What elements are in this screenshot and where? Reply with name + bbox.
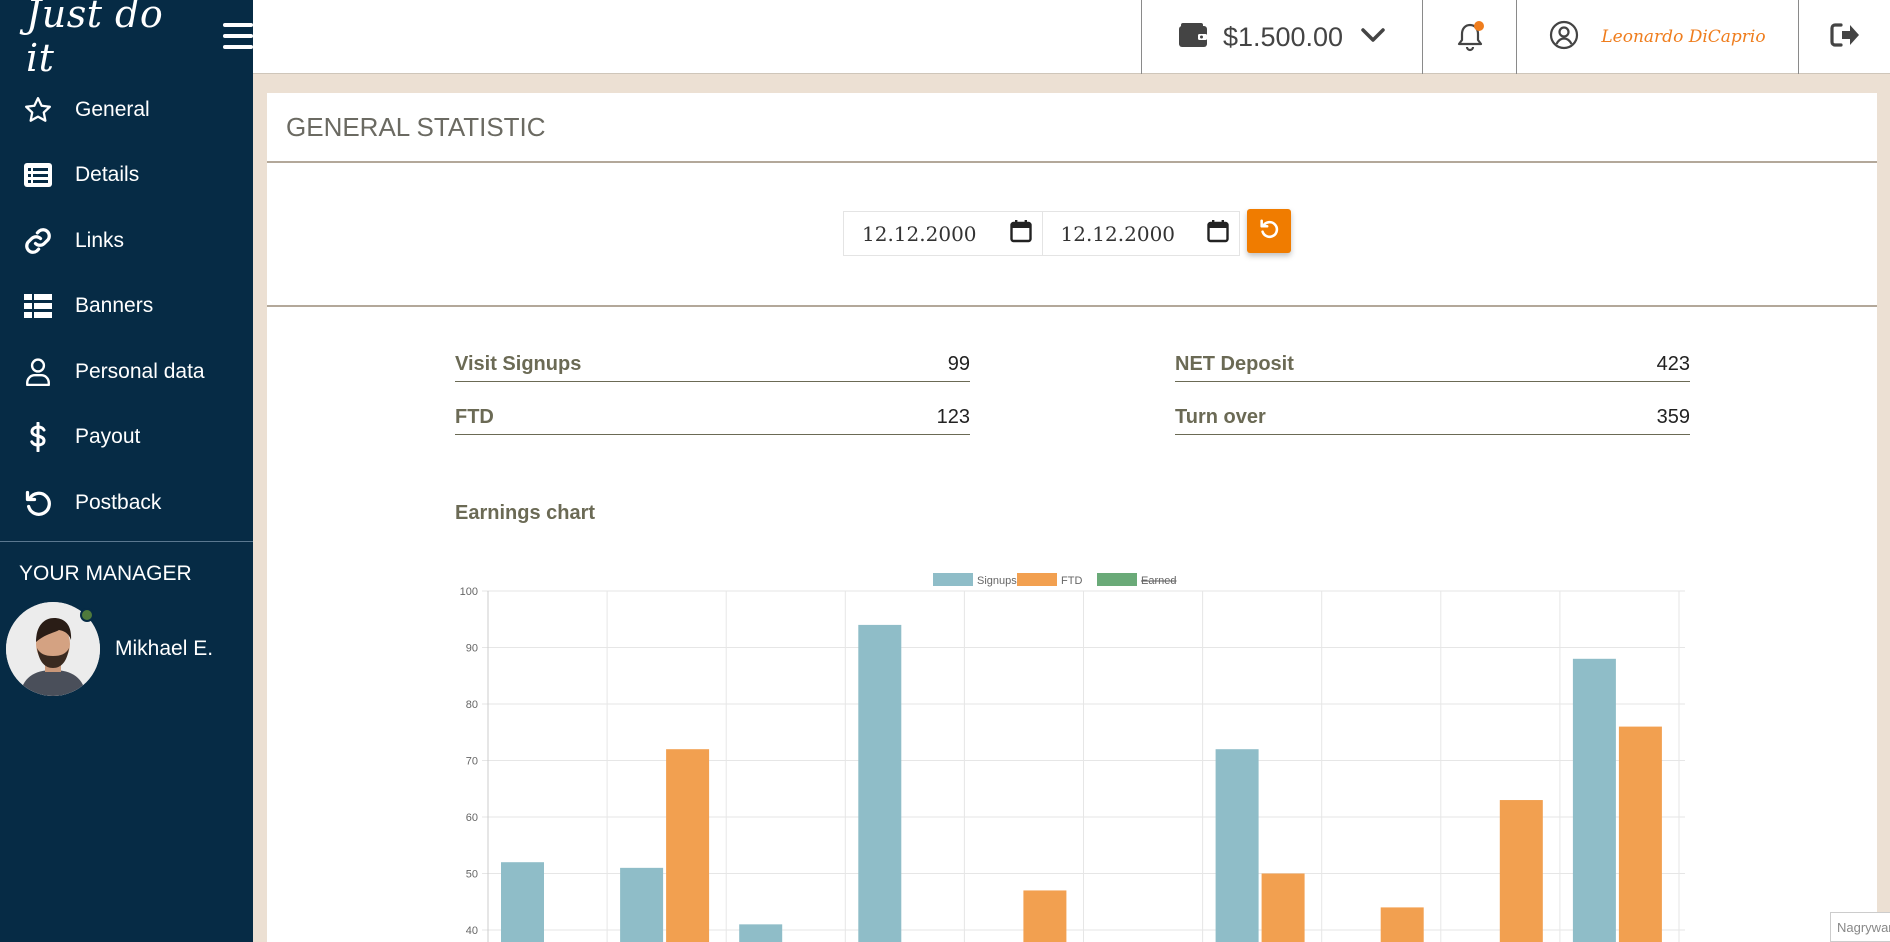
sidebar-item-label: Payout bbox=[75, 425, 141, 449]
sidebar-item-postback[interactable]: Postback bbox=[0, 470, 253, 536]
y-tick-label: 100 bbox=[460, 586, 478, 598]
stat-value: 423 bbox=[1656, 353, 1690, 375]
date-to-value: 12.12.2000 bbox=[1060, 221, 1176, 246]
bar-signups bbox=[1215, 749, 1259, 942]
sidebar-divider bbox=[0, 540, 253, 542]
manager-card[interactable]: Mikhael E. bbox=[0, 586, 253, 696]
sidebar-item-links[interactable]: Links bbox=[0, 208, 253, 274]
sidebar-item-label: General bbox=[75, 97, 150, 121]
bell-icon bbox=[1456, 21, 1484, 52]
top-bar: $1.500.00 Leonardo DiCaprio bbox=[253, 0, 1890, 74]
sidebar-item-label: Links bbox=[75, 228, 125, 252]
refresh-button[interactable] bbox=[1247, 209, 1291, 253]
y-tick-label: 60 bbox=[466, 812, 478, 824]
stat-label: Visit Signups bbox=[455, 353, 582, 375]
brand-logo[interactable]: Just do it bbox=[26, 0, 164, 80]
notification-dot bbox=[1473, 21, 1484, 31]
bar-signups bbox=[858, 624, 902, 942]
bar-ftd bbox=[1380, 907, 1424, 942]
stat-value: 99 bbox=[947, 353, 970, 375]
sidebar-item-general[interactable]: General bbox=[0, 77, 253, 143]
online-status-dot bbox=[80, 607, 94, 622]
user-menu[interactable]: Leonardo DiCaprio bbox=[1516, 0, 1798, 74]
hamburger-menu-icon[interactable] bbox=[223, 23, 253, 49]
chart-title: Earnings chart bbox=[455, 502, 596, 524]
dollar-icon bbox=[22, 421, 54, 453]
notifications-button[interactable] bbox=[1422, 0, 1516, 74]
date-from-input[interactable]: 12.12.2000 bbox=[844, 212, 1042, 255]
stat-ftd: FTD 123 bbox=[455, 404, 970, 435]
sidebar-item-label: Details bbox=[75, 163, 140, 187]
bar-signups bbox=[620, 867, 664, 942]
earnings-chart-svg: Signups FTD Earned 40 50 60 70 80 90 100 bbox=[460, 573, 1685, 942]
user-circle-icon bbox=[1549, 20, 1579, 55]
sidebar-item-personal-data[interactable]: Personal data bbox=[0, 339, 253, 405]
balance-amount: $1.500.00 bbox=[1222, 21, 1344, 52]
bar-ftd bbox=[1261, 873, 1305, 942]
balance-dropdown[interactable]: $1.500.00 bbox=[1141, 0, 1422, 74]
stat-visit-signups: Visit Signups 99 bbox=[455, 351, 970, 382]
stat-label: Turn over bbox=[1175, 406, 1266, 428]
y-tick-label: 40 bbox=[466, 925, 478, 937]
grid-list-icon bbox=[22, 290, 54, 322]
stat-value: 359 bbox=[1656, 406, 1690, 428]
sidebar-item-banners[interactable]: Banners bbox=[0, 274, 253, 340]
manager-name: Mikhael E. bbox=[115, 636, 214, 660]
statistics-card: GENERAL STATISTIC 12.12.2000 12.12.2000 bbox=[267, 93, 1877, 942]
link-icon bbox=[22, 225, 54, 257]
calendar-icon[interactable] bbox=[1009, 219, 1032, 248]
y-tick-label: 80 bbox=[466, 699, 478, 711]
legend-label: Signups bbox=[977, 575, 1017, 587]
bar-signups bbox=[501, 862, 544, 942]
stat-net-deposit: NET Deposit 423 bbox=[1175, 351, 1690, 382]
legend-swatch bbox=[933, 573, 973, 586]
sidebar: Just do it General Details Links Banners… bbox=[0, 0, 253, 942]
avatar bbox=[6, 601, 100, 696]
manager-title: YOUR MANAGER bbox=[19, 561, 192, 585]
bar-ftd bbox=[1618, 726, 1662, 942]
legend-swatch bbox=[1097, 573, 1137, 586]
undo-icon bbox=[22, 487, 54, 519]
logo-row: Just do it bbox=[0, 0, 253, 80]
card-header: GENERAL STATISTIC bbox=[267, 93, 1877, 163]
logout-icon bbox=[1829, 22, 1860, 53]
page-title: GENERAL STATISTIC bbox=[286, 111, 546, 142]
logout-button[interactable] bbox=[1798, 0, 1890, 74]
date-filter-row: 12.12.2000 12.12.2000 bbox=[267, 163, 1877, 307]
bar-signups bbox=[1572, 658, 1616, 942]
date-to-input[interactable]: 12.12.2000 bbox=[1041, 212, 1240, 255]
legend-label: Earned bbox=[1141, 575, 1176, 587]
sidebar-item-label: Personal data bbox=[75, 359, 205, 383]
bar-ftd bbox=[1499, 800, 1543, 942]
y-tick-label: 50 bbox=[466, 869, 478, 881]
bar-ftd bbox=[1023, 890, 1067, 942]
user-icon bbox=[22, 356, 54, 388]
sidebar-item-label: Postback bbox=[75, 490, 162, 514]
calendar-icon[interactable] bbox=[1207, 219, 1229, 248]
user-name: Leonardo DiCaprio bbox=[1601, 27, 1766, 47]
stat-value: 123 bbox=[936, 406, 970, 428]
earnings-chart: Signups FTD Earned 40 50 60 70 80 90 100 bbox=[455, 573, 1685, 942]
legend-swatch bbox=[1017, 573, 1057, 586]
date-range-picker: 12.12.2000 12.12.2000 bbox=[843, 211, 1240, 256]
star-icon bbox=[22, 94, 54, 126]
chevron-down-icon bbox=[1361, 27, 1385, 48]
date-from-value: 12.12.2000 bbox=[862, 221, 977, 246]
recording-badge: Nagrywanie bbox=[1830, 912, 1890, 942]
bar-ftd bbox=[666, 749, 710, 942]
sidebar-item-label: Banners bbox=[75, 294, 154, 318]
stat-label: NET Deposit bbox=[1175, 353, 1294, 375]
sidebar-item-details[interactable]: Details bbox=[0, 143, 253, 209]
bar-signups bbox=[739, 924, 783, 942]
stat-label: FTD bbox=[455, 406, 494, 428]
y-tick-label: 90 bbox=[466, 643, 478, 655]
wallet-icon bbox=[1178, 22, 1207, 52]
sidebar-item-payout[interactable]: Payout bbox=[0, 405, 253, 471]
legend-label: FTD bbox=[1061, 575, 1082, 587]
list-icon bbox=[22, 159, 54, 191]
stat-turn-over: Turn over 359 bbox=[1175, 404, 1690, 435]
refresh-icon bbox=[1258, 218, 1280, 245]
y-tick-label: 70 bbox=[466, 756, 478, 768]
